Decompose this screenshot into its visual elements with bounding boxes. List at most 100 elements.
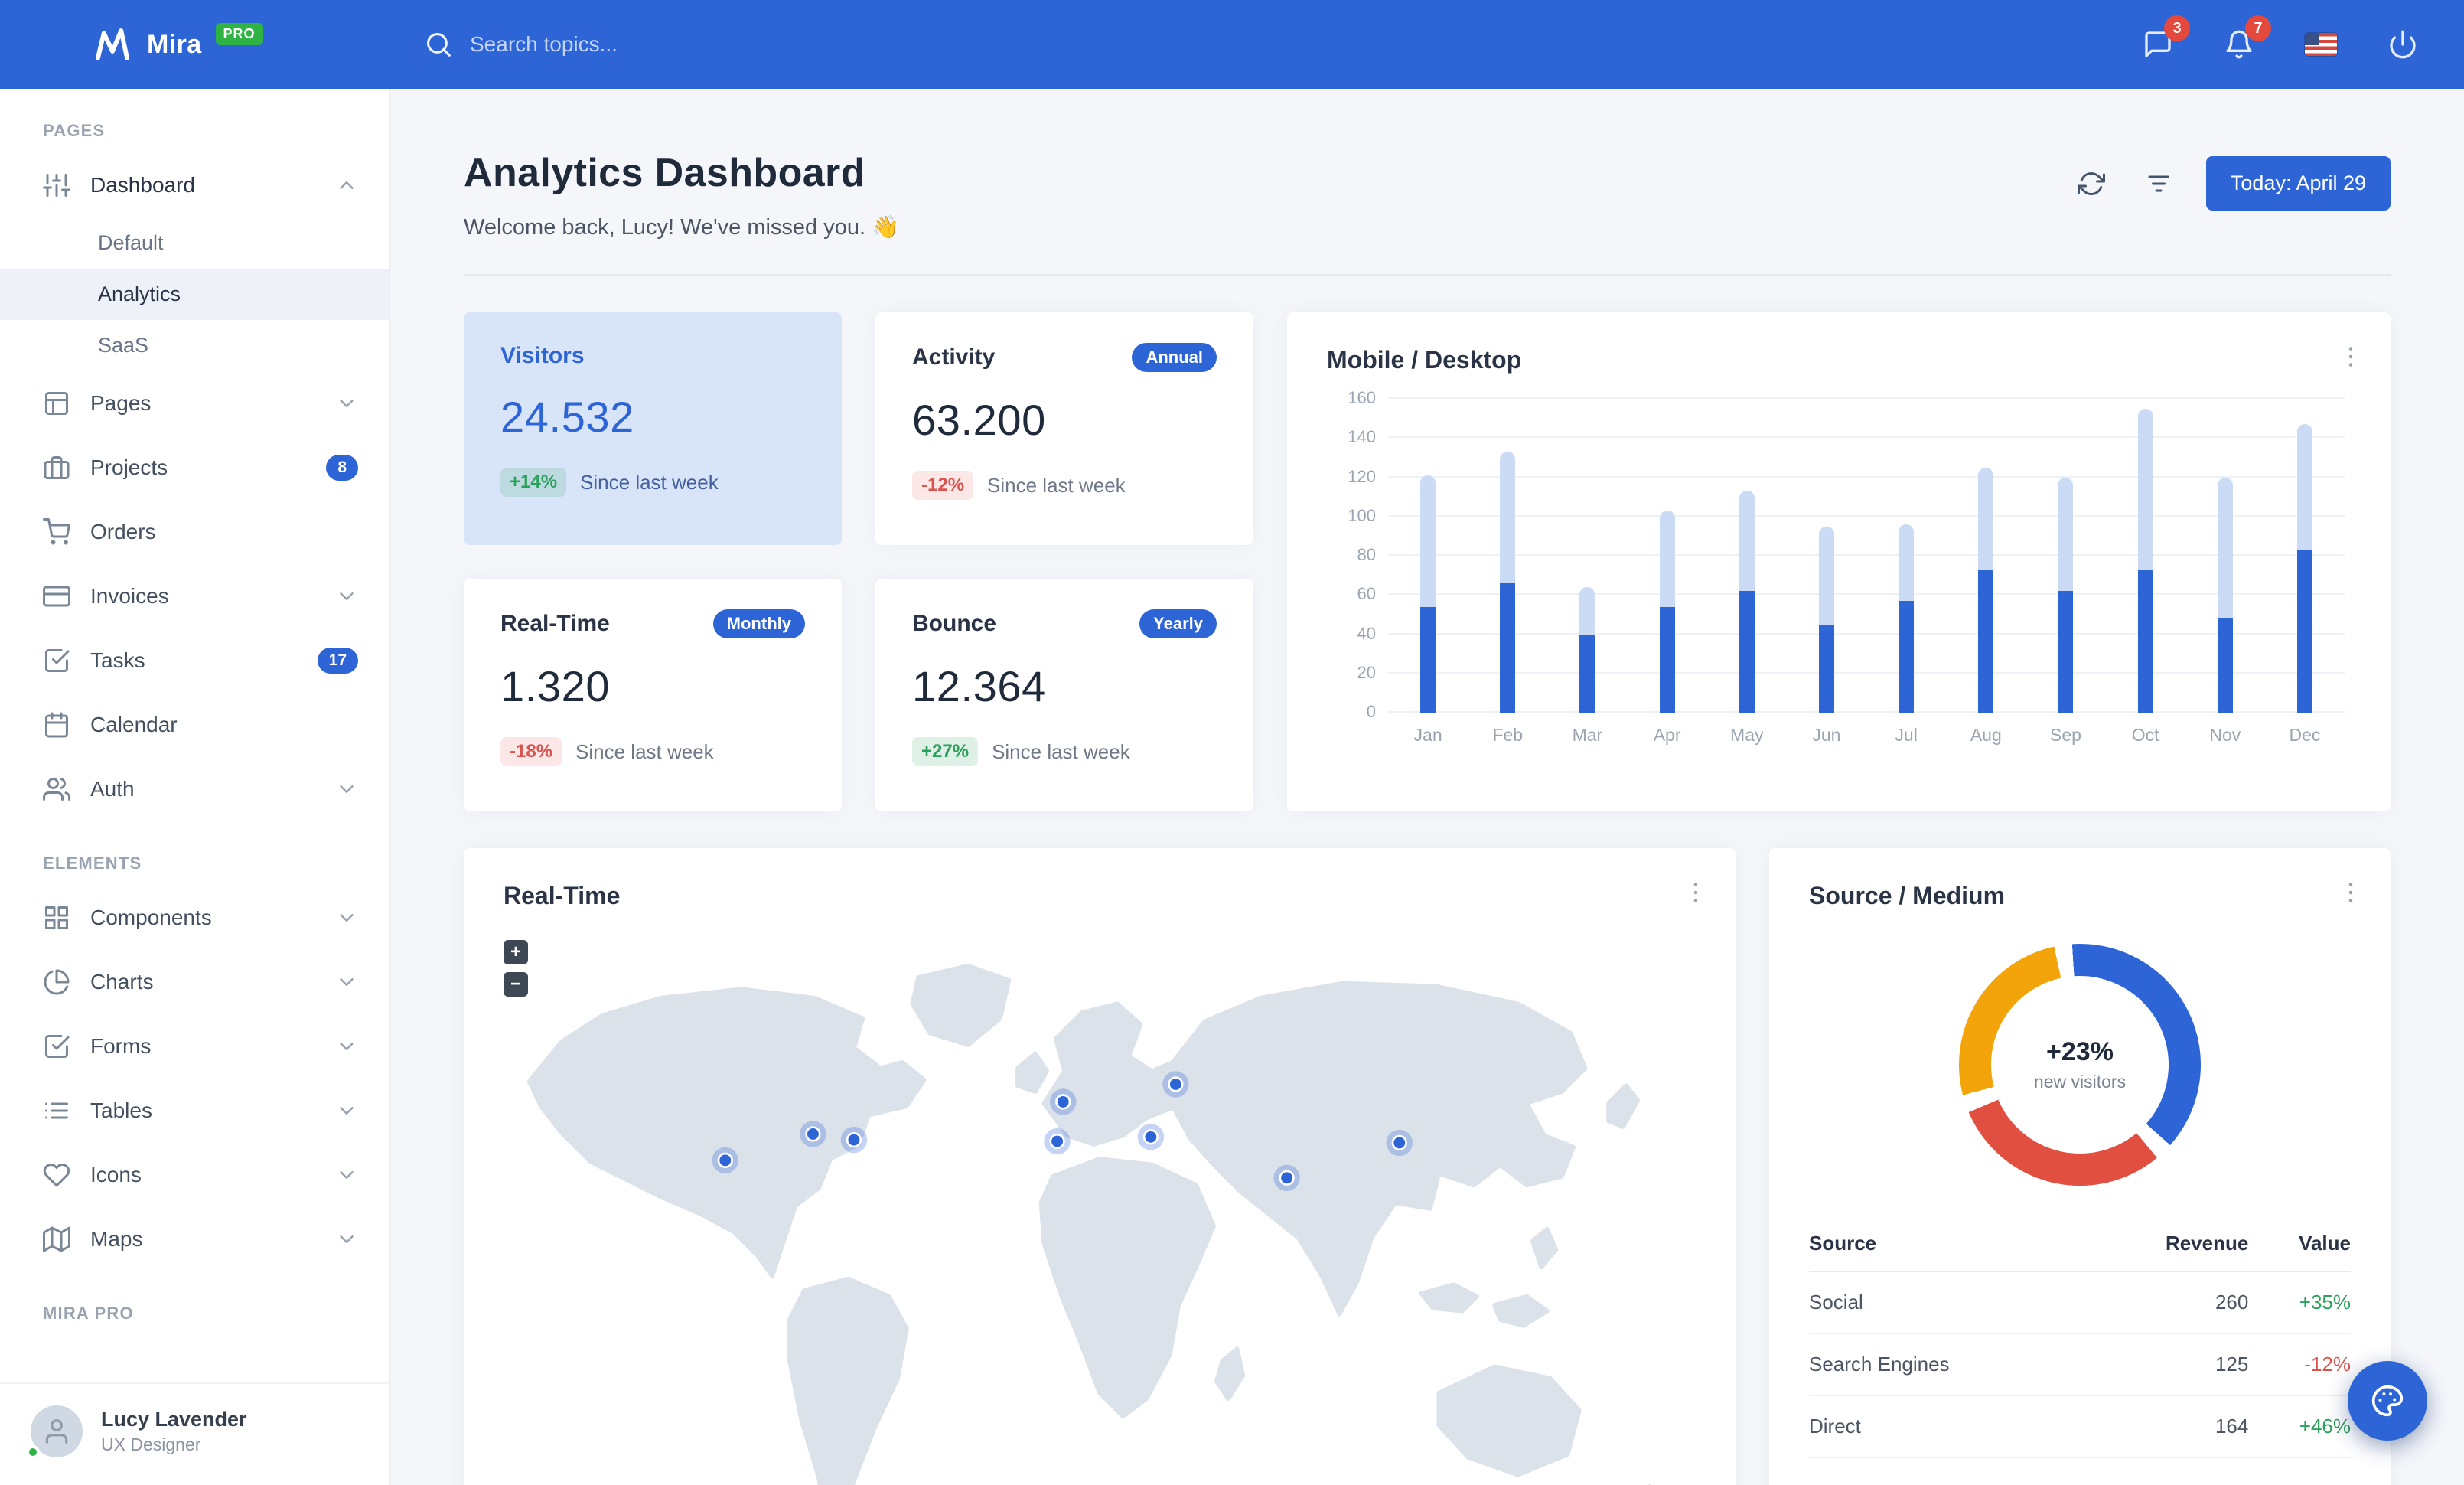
map-marker[interactable] bbox=[712, 1147, 738, 1174]
sidebar: PAGES Dashboard Default Analytics SaaS Pag… bbox=[0, 89, 390, 1485]
delta-badge: -12% bbox=[912, 471, 974, 500]
stacked-bar bbox=[1659, 399, 1675, 713]
messages-button[interactable]: 3 bbox=[2138, 15, 2190, 64]
bar-mar[interactable] bbox=[1547, 399, 1627, 713]
bar-feb[interactable] bbox=[1468, 399, 1547, 713]
sidebar-user[interactable]: Lucy Lavender UX Designer bbox=[0, 1382, 389, 1485]
sidebar-item-dashboard[interactable]: Dashboard bbox=[0, 153, 389, 217]
bar-segment-desktop bbox=[1659, 606, 1675, 713]
realtime-map-card: Real-Time + − bbox=[464, 848, 1736, 1485]
sidebar-item-icons[interactable]: Icons bbox=[0, 1143, 389, 1207]
map-marker[interactable] bbox=[1137, 1124, 1165, 1150]
cell-revenue: 164 bbox=[2085, 1395, 2249, 1458]
sidebar-item-calendar[interactable]: Calendar bbox=[0, 693, 389, 757]
map-marker[interactable] bbox=[1162, 1071, 1189, 1098]
brand[interactable]: Mira PRO bbox=[0, 22, 390, 65]
bar-dec[interactable] bbox=[2265, 399, 2345, 713]
filter-button[interactable] bbox=[2139, 164, 2179, 204]
notifications-button[interactable]: 7 bbox=[2219, 15, 2271, 64]
map-marker[interactable] bbox=[1050, 1088, 1077, 1115]
briefcase-icon bbox=[43, 454, 70, 481]
gridline bbox=[1388, 514, 2345, 517]
bar-segment-desktop bbox=[2137, 569, 2153, 713]
bar-nov[interactable] bbox=[2185, 399, 2265, 713]
bar-apr[interactable] bbox=[1628, 399, 1707, 713]
search-input[interactable] bbox=[470, 32, 868, 57]
date-range-button[interactable]: Today: April 29 bbox=[2205, 156, 2391, 211]
theme-settings-fab[interactable] bbox=[2348, 1361, 2427, 1441]
refresh-button[interactable] bbox=[2071, 164, 2111, 204]
map-marker[interactable] bbox=[1273, 1164, 1300, 1191]
main-content: Analytics Dashboard Welcome back, Lucy! … bbox=[390, 89, 2464, 1485]
sidebar-item-tables[interactable]: Tables bbox=[0, 1079, 389, 1143]
stat-cards: Visitors 24.532 +14% Since last week Act… bbox=[464, 312, 1253, 811]
sidebar-item-maps[interactable]: Maps bbox=[0, 1207, 389, 1271]
bar-oct[interactable] bbox=[2106, 399, 2185, 713]
delta-badge: +14% bbox=[500, 468, 567, 497]
bar-segment-mobile bbox=[2296, 424, 2312, 550]
sidebar-item-forms[interactable]: Forms bbox=[0, 1014, 389, 1079]
navbar-actions: 3 7 bbox=[2138, 15, 2464, 64]
sidebar-subitem-saas[interactable]: SaaS bbox=[98, 334, 149, 357]
bar-segment-desktop bbox=[1739, 591, 1755, 713]
source-table: Source Revenue Value Social 260 +35% Sea… bbox=[1809, 1216, 2351, 1458]
language-button[interactable] bbox=[2300, 28, 2342, 60]
bar-segment-mobile bbox=[1739, 491, 1755, 592]
table-row-direct[interactable]: Direct 164 +46% bbox=[1809, 1395, 2351, 1458]
bar-sep[interactable] bbox=[2026, 399, 2105, 713]
sidebar-item-tasks[interactable]: Tasks 17 bbox=[0, 628, 389, 693]
stat-value: 1.320 bbox=[500, 662, 611, 710]
map-marker[interactable] bbox=[1044, 1128, 1071, 1155]
donut-center-label: new visitors bbox=[2033, 1072, 2127, 1092]
card-menu-button[interactable] bbox=[1676, 873, 1716, 912]
y-tick-label: 80 bbox=[1357, 545, 1376, 564]
table-row-search-engines[interactable]: Search Engines 125 -12% bbox=[1809, 1333, 2351, 1396]
x-tick-label: Oct bbox=[2131, 725, 2159, 745]
sidebar-subitem-analytics[interactable]: Analytics bbox=[0, 269, 389, 320]
map-marker[interactable] bbox=[840, 1126, 868, 1154]
sidebar-item-invoices[interactable]: Invoices bbox=[0, 564, 389, 628]
stacked-bar bbox=[1818, 399, 1834, 713]
bar-aug[interactable] bbox=[1946, 399, 2026, 713]
sign-out-button[interactable] bbox=[2383, 24, 2423, 64]
sidebar-item-pages[interactable]: Pages bbox=[0, 371, 389, 436]
delta-badge: -18% bbox=[500, 737, 562, 766]
sidebar-item-projects[interactable]: Projects 8 bbox=[0, 436, 389, 500]
top-navbar: Mira PRO 3 7 bbox=[0, 0, 2464, 89]
sidebar-item-charts[interactable]: Charts bbox=[0, 950, 389, 1014]
sidebar-subitem-default[interactable]: Default bbox=[98, 231, 164, 254]
sidebar-item-auth[interactable]: Auth bbox=[0, 757, 389, 821]
sidebar-item-label: Tasks bbox=[90, 648, 145, 672]
sidebar-section-label: MIRA PRO bbox=[43, 1304, 134, 1323]
source-medium-card: Source / Medium +23% new visitors bbox=[1769, 848, 2391, 1485]
card-menu-button[interactable] bbox=[2331, 873, 2371, 912]
bar-segment-desktop bbox=[1899, 600, 1915, 713]
sidebar-item-label: Maps bbox=[90, 1227, 143, 1251]
period-badge: Yearly bbox=[1139, 609, 1217, 638]
mira-logo-icon bbox=[92, 24, 133, 65]
stacked-bar bbox=[2058, 399, 2074, 713]
y-tick-label: 160 bbox=[1348, 388, 1376, 407]
table-row-social[interactable]: Social 260 +35% bbox=[1809, 1271, 2351, 1334]
sidebar-item-orders[interactable]: Orders bbox=[0, 500, 389, 564]
stat-value: 63.200 bbox=[912, 396, 1046, 444]
world-map[interactable] bbox=[464, 928, 1736, 1485]
map-markers bbox=[712, 1071, 1413, 1191]
x-tick-label: Mar bbox=[1572, 725, 1603, 745]
bar-jun[interactable] bbox=[1787, 399, 1866, 713]
cell-source: Social bbox=[1809, 1271, 2086, 1334]
sidebar-item-components[interactable]: Components bbox=[0, 886, 389, 950]
x-tick-label: Apr bbox=[1653, 725, 1681, 745]
map-marker[interactable] bbox=[1386, 1129, 1413, 1157]
sidebar-item-label: Dashboard bbox=[90, 173, 195, 197]
bar-jan[interactable] bbox=[1388, 399, 1468, 713]
bar-may[interactable] bbox=[1707, 399, 1787, 713]
map-zoom-out-button[interactable]: − bbox=[504, 972, 528, 997]
bar-jul[interactable] bbox=[1866, 399, 1946, 713]
page-header: Analytics Dashboard Welcome back, Lucy! … bbox=[464, 150, 2391, 240]
card-menu-button[interactable] bbox=[2331, 337, 2371, 377]
map-marker[interactable] bbox=[800, 1121, 826, 1147]
map-zoom-in-button[interactable]: + bbox=[504, 940, 528, 964]
bar-segment-mobile bbox=[1659, 511, 1675, 607]
